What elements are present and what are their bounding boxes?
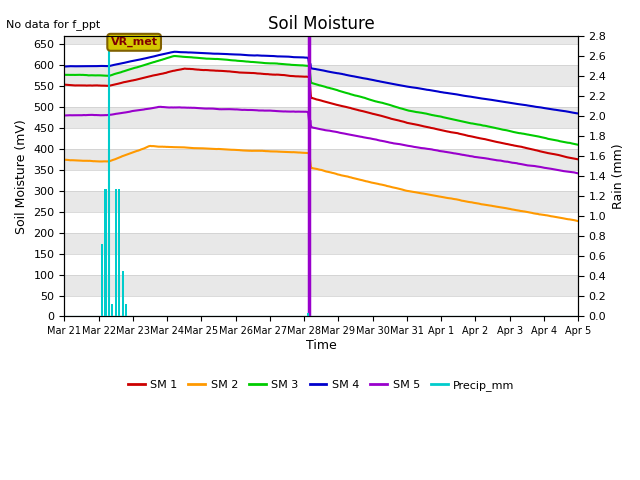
Bar — [65, 296, 578, 316]
Bar — [122, 271, 124, 316]
Bar — [65, 253, 578, 275]
Text: No data for f_ppt: No data for f_ppt — [6, 19, 100, 30]
Bar — [108, 299, 110, 316]
Bar — [65, 191, 578, 212]
Bar — [111, 304, 113, 316]
Bar — [65, 128, 578, 149]
Bar — [65, 212, 578, 233]
Bar — [118, 189, 120, 316]
Bar — [65, 86, 578, 107]
X-axis label: Time: Time — [306, 339, 337, 352]
Bar — [65, 170, 578, 191]
Bar — [65, 275, 578, 296]
Legend: SM 1, SM 2, SM 3, SM 4, SM 5, Precip_mm: SM 1, SM 2, SM 3, SM 4, SM 5, Precip_mm — [124, 375, 519, 395]
Y-axis label: Soil Moisture (mV): Soil Moisture (mV) — [15, 119, 28, 234]
Text: VR_met: VR_met — [111, 37, 157, 48]
Bar — [65, 65, 578, 86]
Bar — [65, 149, 578, 170]
Bar — [115, 189, 117, 316]
Bar — [65, 44, 578, 65]
Bar — [104, 189, 106, 316]
Bar — [65, 233, 578, 253]
Bar — [65, 107, 578, 128]
Bar — [307, 313, 308, 316]
Title: Soil Moisture: Soil Moisture — [268, 15, 374, 33]
Bar — [125, 304, 127, 316]
Bar — [101, 244, 103, 316]
Y-axis label: Rain (mm): Rain (mm) — [612, 144, 625, 209]
